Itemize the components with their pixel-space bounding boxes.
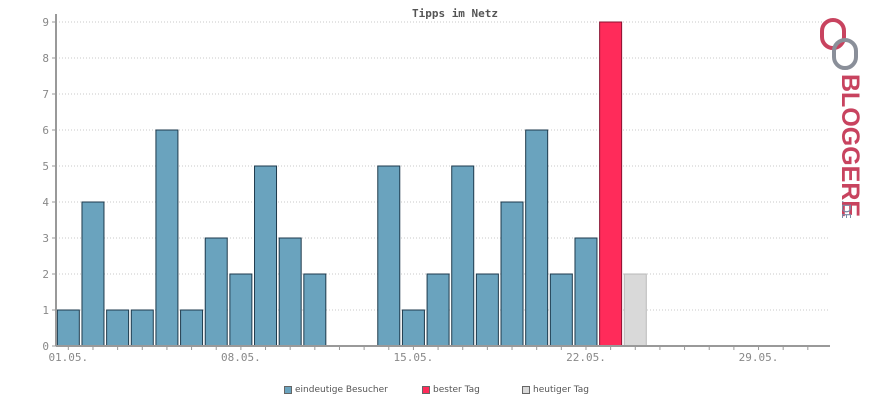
legend-swatch-visitors	[284, 386, 292, 394]
bar	[204, 237, 228, 347]
x-tick-label: 22.05.	[566, 351, 606, 364]
bar	[130, 309, 154, 347]
logo-icon	[820, 18, 858, 70]
bar	[56, 309, 80, 347]
bars	[56, 21, 647, 347]
chart-title: Tipps im Netz	[412, 7, 498, 20]
logo-text: BLOGGEREI	[836, 74, 864, 218]
y-tick-label: 8	[42, 52, 49, 65]
legend-item-visitors: eindeutige Besucher	[284, 385, 388, 395]
bar	[549, 273, 573, 347]
legend: eindeutige Besucher bester Tag heutiger …	[0, 385, 870, 399]
y-tick-label: 7	[42, 88, 49, 101]
bar	[229, 273, 253, 347]
legend-swatch-best	[422, 386, 430, 394]
y-tick-label: 2	[42, 268, 49, 281]
axes: 0 1 2 3 4 5 6 7 8 9 01.05. 08.05. 15.05. 22.05. 29.05.	[42, 14, 830, 364]
legend-item-best: bester Tag	[422, 385, 480, 395]
legend-label-visitors: eindeutige Besucher	[295, 385, 388, 395]
bloggerei-logo: BLOGGEREI .DE	[820, 18, 864, 218]
y-tick-label: 9	[42, 16, 49, 29]
y-tick-label: 0	[42, 340, 49, 353]
x-tick-label: 01.05.	[48, 351, 88, 364]
y-tick-label: 6	[42, 124, 49, 137]
x-tick-label: 08.05.	[221, 351, 261, 364]
y-tick-label: 5	[42, 160, 49, 173]
bar	[81, 201, 105, 347]
grid	[56, 21, 830, 311]
logo-suffix: .DE	[839, 200, 854, 218]
bar	[500, 201, 524, 347]
x-tick-label: 29.05.	[739, 351, 779, 364]
bar	[278, 237, 302, 347]
legend-item-today: heutiger Tag	[522, 385, 589, 395]
bar	[426, 273, 450, 347]
bar	[525, 129, 549, 347]
legend-label-today: heutiger Tag	[533, 385, 590, 395]
bar	[401, 309, 425, 347]
bar	[254, 165, 278, 347]
bar	[180, 309, 204, 347]
bar	[574, 237, 598, 347]
logo-wordmark: BLOGGEREI .DE	[836, 74, 864, 218]
legend-swatch-today	[522, 386, 530, 394]
legend-label-best: bester Tag	[433, 385, 480, 395]
y-tick-label: 4	[42, 196, 49, 209]
y-tick-label: 3	[42, 232, 49, 245]
best-day-bar	[599, 21, 623, 347]
y-tick-label: 1	[42, 304, 49, 317]
bar	[377, 165, 401, 347]
bar	[155, 129, 179, 347]
today-bar	[623, 273, 647, 347]
bar	[106, 309, 130, 347]
x-tick-label: 15.05.	[394, 351, 434, 364]
bar	[303, 273, 327, 347]
bar	[475, 273, 499, 347]
bar	[451, 165, 475, 347]
